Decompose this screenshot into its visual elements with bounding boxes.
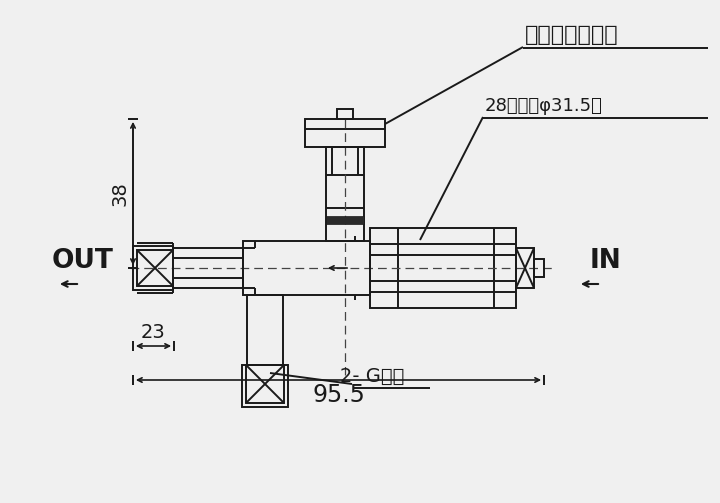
Bar bbox=[337, 109, 353, 119]
Bar bbox=[370, 228, 516, 308]
Bar bbox=[173, 248, 243, 288]
Bar bbox=[326, 147, 364, 241]
Text: IN: IN bbox=[589, 248, 621, 274]
Bar bbox=[133, 246, 173, 290]
Bar bbox=[305, 119, 385, 147]
Bar bbox=[243, 241, 370, 295]
Text: 28六角（φ31.5）: 28六角（φ31.5） bbox=[485, 97, 603, 115]
Bar bbox=[247, 295, 283, 365]
Text: 色（ハンドル）: 色（ハンドル） bbox=[525, 25, 618, 45]
Text: OUT: OUT bbox=[52, 248, 114, 274]
Bar bbox=[516, 248, 534, 288]
Bar bbox=[137, 250, 173, 286]
Text: 95.5: 95.5 bbox=[312, 383, 365, 407]
Bar bbox=[534, 259, 544, 277]
Text: 23: 23 bbox=[141, 322, 166, 342]
Text: 2- Gねじ: 2- Gねじ bbox=[340, 367, 405, 386]
Bar bbox=[242, 365, 288, 407]
Bar bbox=[326, 216, 364, 224]
Text: 38: 38 bbox=[110, 181, 130, 206]
Bar bbox=[246, 365, 284, 403]
